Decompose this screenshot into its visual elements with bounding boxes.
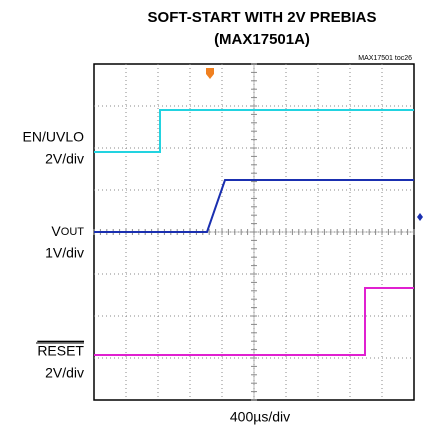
channel-label: RESET bbox=[37, 343, 84, 359]
en-trace bbox=[94, 109, 414, 153]
trigger-marker bbox=[206, 68, 214, 79]
channel-label: VOUT bbox=[51, 223, 84, 239]
timebase: 400µs/div bbox=[230, 409, 290, 425]
reset-trace bbox=[94, 287, 414, 356]
vout-trace bbox=[94, 179, 414, 233]
title-line: SOFT-START WITH 2V PREBIAS bbox=[148, 9, 377, 26]
graticule bbox=[93, 63, 415, 401]
channel-label: EN/UVLO bbox=[23, 129, 85, 145]
channel-scale: 1V/div bbox=[45, 245, 84, 261]
offset-marker bbox=[417, 213, 423, 221]
figure-id: MAX17501 toc26 bbox=[358, 55, 412, 62]
title-line: (MAX17501A) bbox=[214, 31, 310, 48]
channel-scale: 2V/div bbox=[45, 365, 84, 381]
label-sub: OUT bbox=[61, 226, 85, 238]
channel-scale: 2V/div bbox=[45, 151, 84, 167]
label-main: V bbox=[51, 223, 61, 239]
